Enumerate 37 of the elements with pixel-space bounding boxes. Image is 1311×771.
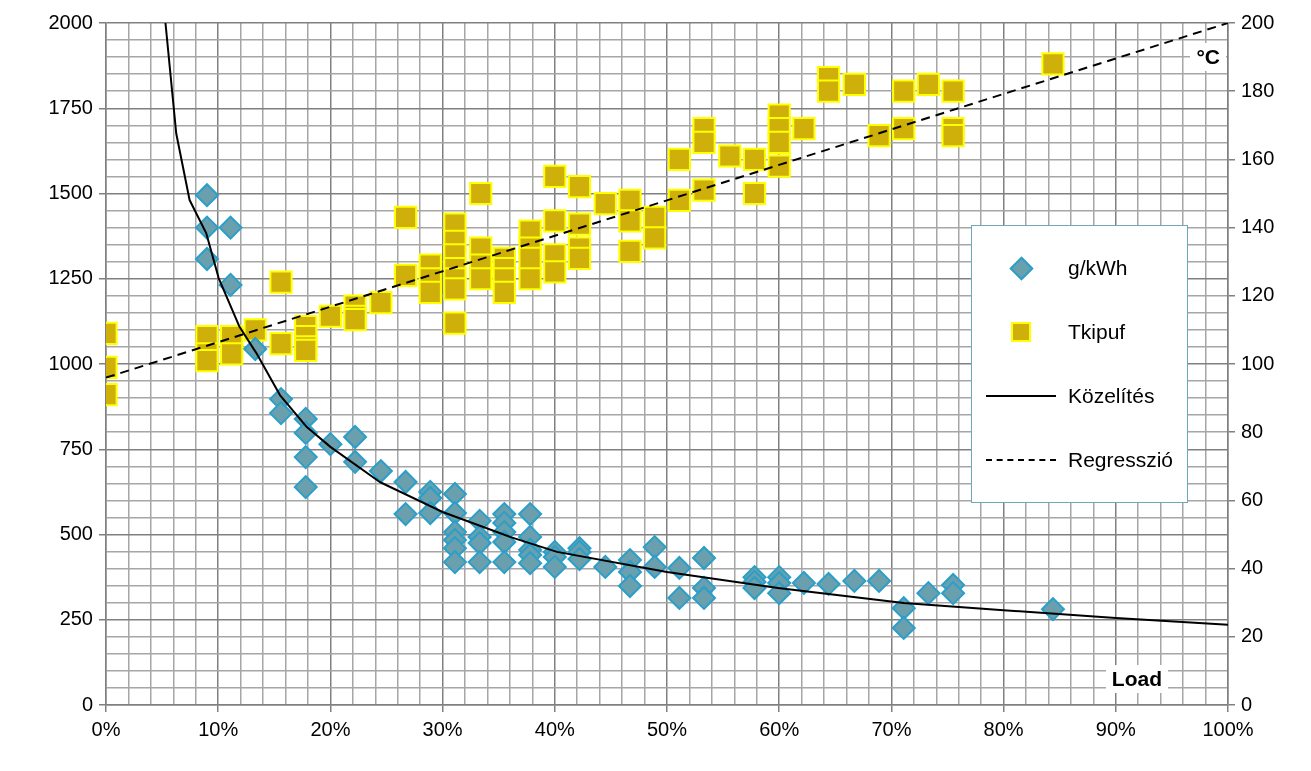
y-tick-label: 2000: [48, 10, 93, 33]
y-tick-label: 1250: [48, 266, 93, 289]
y-tick-label: 1750: [48, 95, 93, 118]
y2-tick-label: 200: [1241, 10, 1275, 33]
x-tick-label: 100%: [1202, 717, 1254, 740]
legend-label: Közelítés: [1068, 384, 1155, 408]
y2-tick-label: 180: [1241, 78, 1275, 101]
x-tick-label: 80%: [983, 717, 1024, 740]
y2-tick-label: 20: [1241, 624, 1264, 647]
x-tick-label: 60%: [759, 717, 800, 740]
x-tick-label: 70%: [871, 717, 912, 740]
y-tick-label: 1000: [48, 351, 93, 374]
x-tick-label: 10%: [198, 717, 239, 740]
y2-axis-title: °C: [1190, 43, 1226, 71]
y2-tick-label: 40: [1241, 556, 1264, 579]
legend-label: Regresszió: [1068, 448, 1174, 472]
y2-tick-label: 60: [1241, 487, 1264, 510]
x-tick-label: 20%: [310, 717, 351, 740]
y2-tick-label: 0: [1241, 692, 1253, 715]
y2-tick-label: 160: [1241, 146, 1275, 169]
x-tick-label: 30%: [422, 717, 463, 740]
x-tick-label: 90%: [1095, 717, 1137, 740]
x-tick-label: 50%: [646, 717, 688, 740]
y-tick-label: 750: [59, 436, 93, 459]
x-tick-label: 0%: [91, 717, 121, 740]
legend-label: g/kWh: [1068, 256, 1128, 280]
y-tick-label: 0: [81, 692, 93, 715]
y-tick-label: 1500: [48, 181, 93, 204]
y2-tick-label: 140: [1241, 215, 1275, 238]
y-tick-label: 500: [59, 522, 93, 545]
y2-tick-label: 120: [1241, 283, 1275, 306]
x-tick-label: 40%: [534, 717, 576, 740]
x-axis-title: Load: [1105, 665, 1168, 693]
y2-tick-label: 80: [1241, 419, 1264, 442]
legend-label: Tkipuf: [1068, 320, 1126, 344]
y2-tick-label: 100: [1241, 351, 1275, 374]
y-tick-label: 250: [59, 607, 93, 630]
